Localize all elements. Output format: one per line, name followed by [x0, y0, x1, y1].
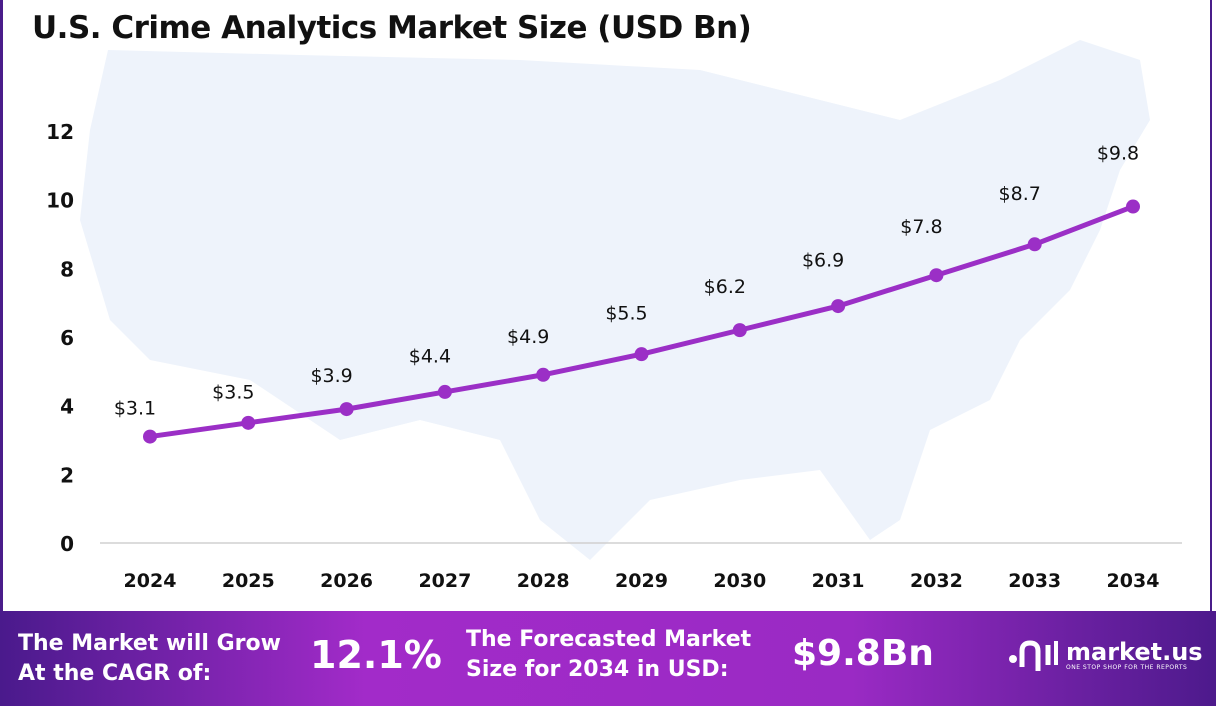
data-point	[437, 384, 452, 399]
data-point	[831, 299, 846, 314]
x-tick-label: 2027	[418, 570, 471, 592]
data-label: $4.4	[409, 345, 451, 367]
data-label: $8.7	[999, 183, 1041, 205]
data-label: $9.8	[1097, 143, 1139, 165]
data-point	[241, 415, 256, 430]
data-point	[732, 323, 747, 338]
data-label: $3.5	[212, 381, 254, 403]
x-tick-label: 2034	[1107, 570, 1160, 592]
data-point	[929, 268, 944, 283]
data-point	[339, 402, 354, 417]
x-tick-label: 2025	[222, 570, 275, 592]
data-point	[1126, 199, 1140, 214]
data-label: $6.9	[802, 250, 844, 272]
x-tick-label: 2030	[713, 570, 766, 592]
x-tick-label: 2024	[124, 570, 177, 592]
x-tick-label: 2028	[517, 570, 570, 592]
x-tick-label: 2033	[1008, 570, 1061, 592]
forecast-label-line2: Size for 2034 in USD:	[466, 657, 729, 682]
y-tick-label: 10	[46, 189, 74, 213]
y-tick-label: 2	[60, 463, 74, 487]
brand-name: market.us	[1066, 637, 1203, 666]
data-label: $6.2	[704, 276, 746, 298]
data-point	[634, 347, 649, 362]
data-point	[143, 429, 157, 444]
cagr-label-line1: The Market will Grow	[18, 631, 281, 656]
market-us-logo-icon	[1009, 640, 1058, 671]
data-point	[536, 367, 551, 382]
us-map-background	[80, 40, 1150, 560]
line-chart: 0 2 4 6 8 10 12 2024 2025 2026 2027 2028 2029 2030 203…	[46, 40, 1182, 592]
data-label: $7.8	[900, 216, 942, 238]
y-tick-label: 8	[60, 257, 74, 281]
data-label: $4.9	[507, 326, 549, 348]
data-label: $5.5	[605, 303, 647, 325]
x-tick-label: 2032	[910, 570, 963, 592]
cagr-label: The Market will Grow At the CAGR of:	[18, 629, 281, 689]
y-tick-label: 4	[60, 395, 74, 419]
data-point	[1027, 237, 1042, 252]
forecast-label-line1: The Forecasted Market	[466, 627, 752, 652]
brand-tagline: ONE STOP SHOP FOR THE REPORTS	[1066, 663, 1188, 671]
x-tick-label: 2026	[320, 570, 373, 592]
footer-banner: The Market will Grow At the CAGR of: 12.…	[0, 611, 1216, 706]
data-label: $3.9	[310, 365, 352, 387]
cagr-value: 12.1%	[310, 633, 442, 677]
brand-logo: market.us ONE STOP SHOP FOR THE REPORTS	[1008, 637, 1203, 673]
cagr-label-line2: At the CAGR of:	[18, 661, 212, 686]
forecast-label: The Forecasted Market Size for 2034 in U…	[466, 625, 751, 685]
x-tick-label: 2029	[615, 570, 668, 592]
y-tick-label: 12	[46, 120, 74, 144]
chart-title: U.S. Crime Analytics Market Size (USD Bn…	[32, 10, 752, 46]
x-tick-label: 2031	[812, 570, 865, 592]
forecast-value: $9.8Bn	[792, 633, 934, 674]
y-tick-label: 0	[60, 532, 74, 556]
data-label: $3.1	[114, 398, 156, 420]
y-tick-label: 6	[60, 326, 74, 350]
